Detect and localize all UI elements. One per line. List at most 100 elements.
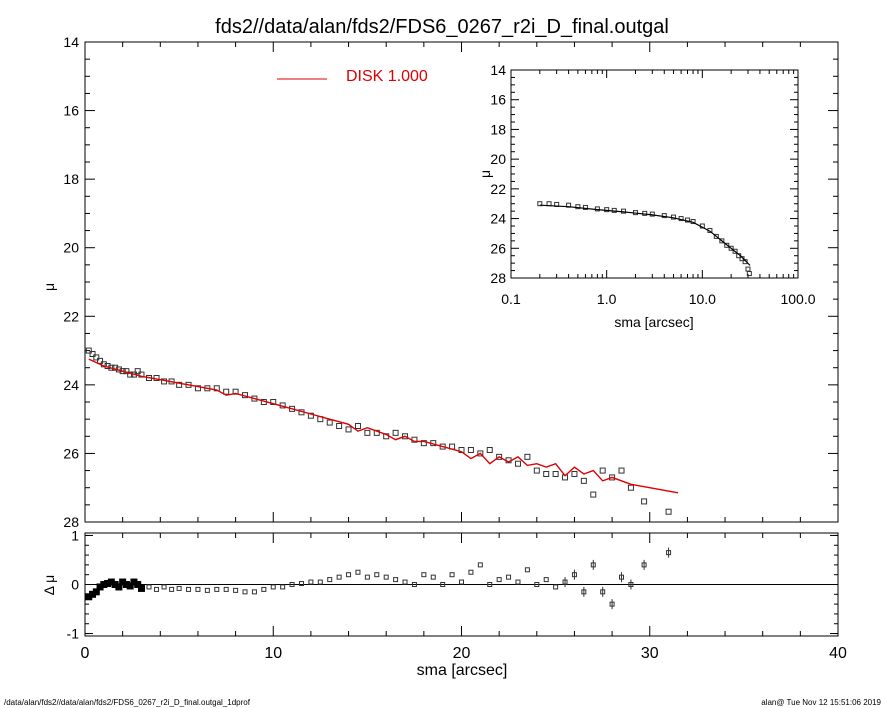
residuals-data-point (195, 586, 201, 592)
inset-data-point (746, 271, 752, 277)
residuals-data-point (553, 584, 559, 590)
residuals-data-point (666, 550, 672, 556)
residuals-data-point (534, 582, 540, 587)
residuals-data-point (562, 579, 568, 585)
residuals-data-point (115, 583, 123, 591)
residuals-data-point (233, 587, 239, 593)
inset-x-tick-label: 10.0 (689, 291, 716, 307)
inset-data-point (661, 213, 667, 219)
inset-model-line (539, 204, 751, 266)
inset-data-points (537, 201, 752, 277)
residuals-data-point (440, 582, 446, 587)
inset-data-point (575, 204, 581, 210)
main-data-point (533, 467, 540, 474)
inset-model-curve (539, 204, 751, 266)
residuals-data-point (383, 574, 389, 580)
residuals-data-point (161, 584, 167, 590)
residuals-data-point (571, 572, 577, 578)
residuals-x-tick-label: 10 (264, 645, 282, 662)
inset-x-tick-label: 100.0 (780, 291, 815, 307)
legend-label: DISK 1.000 (346, 68, 428, 85)
main-data-point (392, 429, 399, 436)
residuals-y-tick-label: -1 (67, 626, 80, 642)
residuals-x-tick-label: 30 (641, 645, 659, 662)
main-data-point (543, 471, 550, 477)
main-data-point (270, 399, 277, 405)
residuals-data-point (487, 582, 493, 587)
main-data-point (618, 467, 625, 474)
residuals-data-point (641, 562, 647, 568)
residuals-data-point (402, 579, 408, 585)
residuals-data-point (186, 586, 192, 592)
inset-y-tick-label: 14 (490, 62, 506, 78)
inset-ylabel: μ (477, 170, 493, 178)
inset-x-tick-label: 0.1 (501, 291, 521, 307)
residuals-x-tick-label: 20 (453, 645, 471, 662)
main-data-point (176, 381, 183, 388)
main-data-point (665, 508, 672, 515)
residuals-data-point (223, 586, 229, 592)
main-y-tick-label: 20 (63, 240, 79, 256)
chart-title: fds2//data/alan/fds2/FDS6_0267_r2i_D_fin… (215, 16, 669, 38)
residuals-data-point (374, 572, 380, 578)
main-data-point (307, 412, 314, 419)
main-data-point (336, 423, 343, 429)
main-data-point (373, 429, 380, 436)
residuals-data-point (214, 586, 220, 592)
inset-data-point (732, 248, 738, 254)
residuals-data-point (524, 567, 530, 573)
residuals-data-point (146, 584, 152, 590)
inset-x-tick-label: 1.0 (597, 291, 617, 307)
inset-y-tick-label: 22 (490, 181, 506, 197)
residuals-data-point (600, 589, 606, 595)
residuals-data-point (364, 574, 370, 580)
main-data-point (486, 447, 493, 453)
residuals-data-points (85, 547, 672, 610)
main-profile-panel: DISK 1.000 μ 14 16 18 20 22 24 26 28 (41, 34, 839, 530)
residuals-data-point (543, 577, 549, 583)
main-y-tick-label: 14 (63, 34, 79, 50)
main-data-point (514, 460, 521, 467)
residuals-data-point (270, 584, 276, 590)
residuals-data-point (609, 601, 615, 607)
residuals-data-point (346, 572, 352, 578)
residuals-data-point (477, 562, 483, 568)
residuals-data-point (355, 569, 361, 575)
residuals-data-point (176, 585, 182, 591)
residuals-y-tick-label: 1 (71, 527, 79, 543)
residuals-data-point (154, 586, 160, 592)
main-data-point (590, 491, 597, 498)
inset-y-tick-label: 16 (490, 92, 506, 108)
inset-y-tick-label: 26 (490, 240, 506, 256)
main-data-point (85, 347, 92, 354)
main-model-line (88, 358, 679, 494)
main-data-point (364, 429, 371, 436)
main-data-point (627, 484, 634, 491)
residuals-ylabel: Δ μ (41, 575, 57, 596)
main-y-tick-label: 24 (63, 377, 79, 393)
residuals-data-point (298, 581, 304, 587)
residuals-data-point (590, 562, 596, 568)
residuals-data-point (336, 574, 342, 580)
residuals-x-tick-label: 0 (81, 645, 90, 662)
residuals-data-point (468, 569, 474, 575)
main-ticks: 14 16 18 20 22 24 26 28 (63, 34, 839, 530)
residuals-data-point (421, 572, 427, 578)
inset-log-panel: μ sma [arcsec] 14 16 18 20 22 24 26 28 0.1 1.0 10.… (477, 62, 816, 330)
residuals-data-point (628, 582, 634, 587)
residuals-data-point (261, 586, 267, 592)
residuals-data-point (515, 579, 521, 585)
inset-data-point (582, 204, 588, 210)
main-data-point (524, 453, 531, 460)
inset-xlabel: sma [arcsec] (614, 314, 693, 330)
main-data-point (571, 471, 578, 477)
residuals-data-point (393, 577, 399, 583)
footer-user-timestamp: alan@ Tue Nov 12 15:51:06 2019 (761, 698, 881, 707)
main-data-point (194, 385, 201, 392)
residuals-data-point (308, 579, 314, 585)
main-y-tick-label: 26 (63, 445, 79, 461)
residuals-data-point (251, 589, 257, 595)
main-data-point (93, 354, 100, 361)
main-data-point (641, 498, 648, 505)
